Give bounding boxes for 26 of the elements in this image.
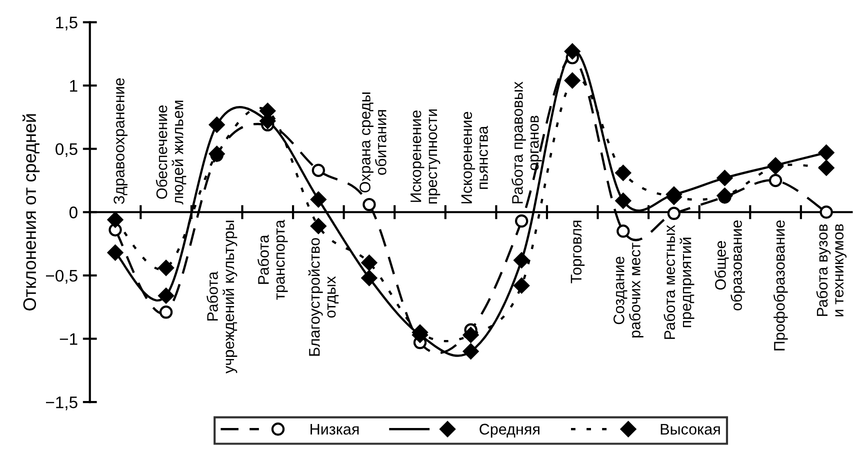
x-tick-label: Охрана среды обитания: [360, 92, 386, 192]
x-tick-label: Работа учреждений культуры: [206, 220, 238, 374]
x-tick-label: Искоренение преступности: [410, 110, 440, 204]
x-tick-label: Общее образование: [714, 220, 745, 310]
x-tick-label: Торговля: [570, 220, 585, 284]
y-tick-label: −0,5: [46, 270, 78, 284]
x-tick-label: Профобразование: [773, 220, 788, 350]
x-tick-label: Работа местных предприятий: [664, 224, 694, 339]
y-tick-label: −1,5: [46, 396, 78, 410]
y-tick-label: 0: [69, 206, 78, 218]
x-tick-label: Благоустройство отдых: [308, 238, 339, 356]
x-tick-label: Работа транспорта: [258, 220, 288, 300]
legend-label: Средняя: [480, 424, 540, 438]
y-axis-title: Отклонения от средней: [22, 114, 40, 310]
legend-label: Высокая: [660, 424, 720, 435]
y-tick-label: 1: [70, 80, 78, 92]
x-tick-label: Обеспечение людей жильем: [156, 100, 186, 204]
y-tick-label: 1,5: [56, 16, 78, 30]
legend-label: Низкая: [310, 424, 359, 435]
y-tick-label: 0,5: [56, 143, 78, 158]
x-tick-label: Работа правовых органов: [512, 82, 542, 204]
x-tick-label: Искоренение пьянства: [461, 112, 488, 204]
x-tick-label: Здравоохранение: [114, 78, 128, 204]
x-tick-label: Создание рабочих мест: [614, 242, 644, 338]
y-tick-label: −1: [60, 333, 78, 345]
x-tick-label: Работа вузов и техникумов: [816, 224, 847, 316]
